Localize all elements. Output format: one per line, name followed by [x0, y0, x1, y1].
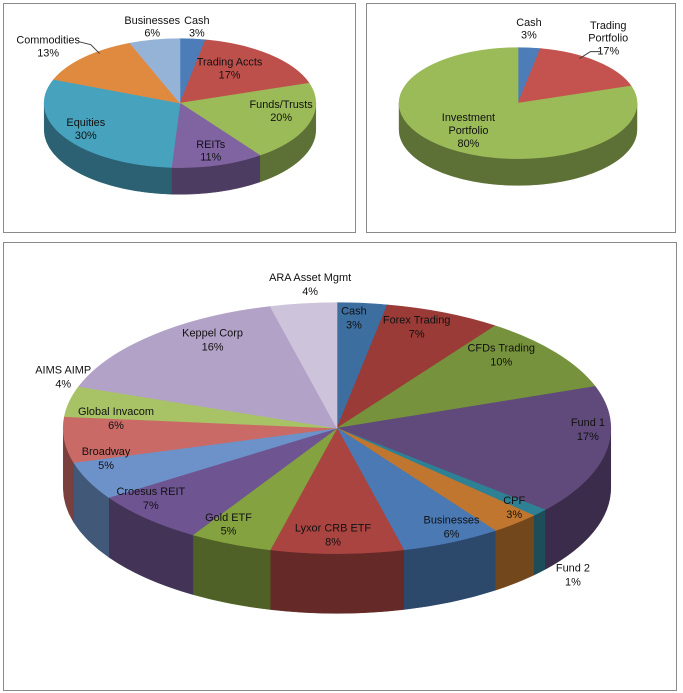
portfolio-split-chart-panel: Cash 3% Trading Portfolio 17% Investment Portf…: [366, 3, 676, 233]
slice-label-cpf-line2: 3%: [506, 509, 522, 521]
slice-label-forex-trading: Forex Trading: [383, 315, 450, 327]
slice-label-equities-line2: 30%: [75, 130, 97, 142]
slice-label-croesus-reit-line2: 7%: [143, 500, 159, 512]
slice-label-cash-line2: 3%: [189, 28, 205, 40]
slice-label-funds-trusts: Funds/Trusts: [250, 99, 314, 111]
slice-label-businesses-line2: 6%: [144, 28, 160, 40]
pie-slice-trading-portfolio: [517, 48, 632, 104]
slice-label-investment-portfolio-line2: Portfolio: [448, 125, 488, 137]
slice-label-ara-asset-mgmt-line2: 4%: [302, 286, 318, 298]
slice-label-commodities-line2: 13%: [37, 48, 59, 60]
pie-sides: [62, 428, 612, 614]
label-leader-line-1: [78, 41, 101, 54]
pie-slice-keppel-corp: [78, 306, 338, 429]
asset-classes-chart-panel: Cash 3% Trading Accts 17% Funds/Trusts 20% REI…: [3, 3, 356, 233]
pie-slice-trading-accts: [179, 39, 310, 104]
slice-label-trading-portfolio-line2: Portfolio: [588, 33, 628, 45]
slice-label-trading-portfolio: Trading: [590, 20, 627, 32]
pie-tops: [398, 47, 638, 159]
pie-slice-businesses: [129, 38, 181, 104]
slice-label-equities: Equities: [66, 117, 105, 129]
slice-label-investment-portfolio-line3: 80%: [458, 138, 480, 150]
slice-label-gold-etf-line2: 5%: [221, 526, 237, 538]
slice-label-keppel-corp: Keppel Corp: [182, 328, 243, 340]
slice-label-trading-accts: Trading Accts: [197, 56, 263, 68]
slice-label-croesus-reit: Croesus REIT: [117, 486, 186, 498]
slice-label-keppel-corp-line2: 16%: [202, 342, 224, 354]
pie-slice-investment-portfolio: [398, 47, 638, 159]
slice-label-cfds-trading-line2: 10%: [490, 356, 512, 368]
pie-slice-forex-trading: [336, 304, 496, 429]
slice-label-trading-portfolio-line3: 17%: [597, 46, 619, 58]
slice-label-cash-line2: 3%: [346, 320, 362, 332]
pie-labels: Cash3%TradingPortfolio17%InvestmentPortf…: [442, 17, 628, 150]
pie-slice-cfds-trading: [336, 325, 596, 429]
slice-label-cash: Cash: [516, 17, 541, 29]
slice-label-cfds-trading: CFDs Trading: [468, 343, 535, 355]
pie-slice-lyxor-crb-etf: [269, 427, 405, 554]
slice-label-cash-line2: 3%: [521, 30, 537, 42]
slice-label-lyxor-crb-etf-line2: 8%: [325, 537, 341, 549]
slice-label-cash: Cash: [184, 15, 209, 27]
pie-slice-reits: [171, 102, 261, 168]
pie-slice-side-lyxor-crb-etf: [269, 549, 405, 614]
slice-label-commodities: Commodities: [16, 35, 80, 47]
pie-slice-fund-1: [335, 386, 612, 511]
slice-label-cash: Cash: [341, 306, 367, 318]
slice-label-global-invacom-line2: 6%: [108, 420, 124, 432]
slice-label-broadway-line2: 5%: [98, 460, 114, 472]
pie-slice-croesus-reit: [108, 427, 338, 536]
pie-slice-funds-trusts: [179, 82, 317, 156]
slice-label-fund-1-line2: 17%: [577, 431, 599, 443]
slice-label-broadway: Broadway: [82, 446, 131, 458]
slice-label-cpf: CPF: [503, 495, 525, 507]
slice-label-gold-etf: Gold ETF: [205, 512, 252, 524]
pie-slice-ara-asset-mgmt: [269, 302, 338, 429]
slice-label-ara-asset-mgmt: ARA Asset Mgmt: [269, 272, 351, 284]
slice-label-fund-2: Fund 2: [556, 563, 590, 575]
slice-label-aims-aimp-line2: 4%: [55, 378, 71, 390]
portfolio-split-pie-svg: Cash3%TradingPortfolio17%InvestmentPortf…: [398, 17, 638, 186]
slice-label-businesses: Businesses: [124, 15, 180, 27]
slice-label-investment-portfolio: Investment: [442, 112, 495, 124]
pie-tops: [62, 302, 612, 554]
slice-label-global-invacom: Global Invacom: [78, 406, 154, 418]
holdings-detail-chart-panel: Cash 3% Forex Trading 7% CFDs Trading 10% Fund…: [3, 242, 677, 691]
pie-tops: [43, 38, 317, 168]
slice-label-reits: REITs: [196, 139, 226, 151]
pie-slice-equities: [43, 79, 181, 168]
pie-slice-commodities: [53, 42, 181, 104]
slice-label-fund-2-line2: 1%: [565, 576, 581, 588]
slice-label-forex-trading-line2: 7%: [409, 329, 425, 341]
pie-slice-side-fund-2: [533, 509, 546, 576]
slice-label-trading-accts-line2: 17%: [219, 69, 241, 81]
slice-label-lyxor-crb-etf: Lyxor CRB ETF: [295, 523, 371, 535]
slice-label-businesses: Businesses: [424, 515, 480, 527]
slice-label-aims-aimp: AIMS AIMP: [35, 364, 91, 376]
slice-label-businesses-line2: 6%: [444, 529, 460, 541]
slice-label-fund-1: Fund 1: [571, 417, 605, 429]
slice-label-funds-trusts-line2: 20%: [270, 112, 292, 124]
slice-label-reits-line2: 11%: [200, 152, 221, 164]
label-leader-line-1: [579, 51, 601, 59]
